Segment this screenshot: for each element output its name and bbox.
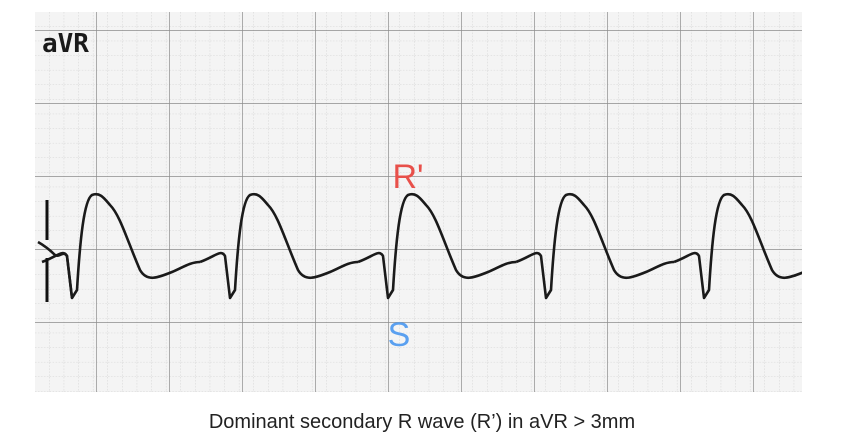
lead-label: aVR	[42, 29, 89, 59]
ecg-trace	[37, 192, 802, 300]
major-grid	[35, 12, 802, 392]
caption: Dominant secondary R wave (R’) in aVR > …	[209, 411, 635, 433]
s-label: S	[388, 316, 411, 354]
r-prime-label: R'	[392, 158, 423, 196]
